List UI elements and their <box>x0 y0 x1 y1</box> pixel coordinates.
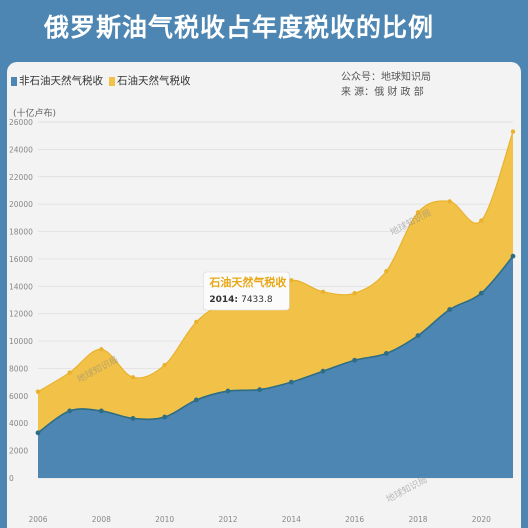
y-tick-label: 22000 <box>9 173 33 182</box>
total-point <box>415 210 421 215</box>
chart-svg: 0 2000 4000 6000 8000 10000 12000 14000 16000 180… <box>9 118 516 524</box>
source-line-2-value: 俄 财 政 部 <box>374 87 424 98</box>
page-title: 俄罗斯油气税收占年度税收的比例 <box>44 13 435 42</box>
x-tick-label: 2012 <box>218 515 237 524</box>
total-point <box>510 129 516 134</box>
y-tick-label: 24000 <box>9 145 33 154</box>
non-oil-point <box>288 379 294 385</box>
x-tick-label: 2008 <box>92 515 111 524</box>
x-tick-label: 2020 <box>472 515 491 524</box>
non-oil-point <box>510 253 516 259</box>
non-oil-point <box>257 387 263 393</box>
x-tick-label: 2006 <box>28 515 47 524</box>
non-oil-area <box>38 256 513 478</box>
legend: 非石油天然气税收 石油天然气税收 <box>11 73 191 88</box>
legend-label-oil: 石油天然气税收 <box>117 75 191 87</box>
total-point <box>320 289 326 294</box>
total-point <box>35 389 41 394</box>
legend-item-non-oil: 非石油天然气税收 <box>11 73 103 88</box>
x-tick-label: 2018 <box>408 515 427 524</box>
non-oil-point <box>478 290 484 296</box>
total-point <box>479 218 484 223</box>
header: 俄罗斯油气税收占年度税收的比例 <box>0 0 528 56</box>
source-line-1: 公众号：地球知识局 <box>341 70 431 85</box>
y-tick-label: 2000 <box>9 447 28 456</box>
source-line-1-value: 地球知识局 <box>381 72 431 83</box>
annotation-year: 2014: <box>209 295 241 305</box>
source-line-2: 来 源：俄 财 政 部 <box>341 85 431 100</box>
non-oil-point <box>415 333 421 338</box>
legend-swatch-oil <box>109 76 115 86</box>
chart-panel: 0 2000 4000 6000 8000 10000 12000 14000 16000 180… <box>7 62 521 528</box>
annotation-title: 石油天然气税收 <box>208 275 286 289</box>
annotation-value: 2014: 7433.8 <box>209 295 273 305</box>
total-point <box>352 290 357 296</box>
non-oil-point <box>130 416 136 421</box>
total-point <box>99 347 104 352</box>
y-tick-label: 20000 <box>9 200 33 209</box>
annotation-box <box>203 271 290 311</box>
y-tick-label: 10000 <box>9 337 33 346</box>
x-tick-label: 2010 <box>155 515 174 524</box>
non-oil-point <box>320 368 326 374</box>
non-oil-point <box>383 351 389 356</box>
y-tick-label: 18000 <box>9 228 33 237</box>
y-tick-label: 4000 <box>9 419 28 428</box>
non-oil-point <box>447 307 453 312</box>
non-oil-point <box>193 397 199 403</box>
total-point <box>289 278 294 283</box>
x-tick-label: 2014 <box>282 515 301 524</box>
non-oil-point <box>67 408 73 414</box>
total-point <box>162 362 167 368</box>
y-tick-label: 26000 <box>9 118 33 127</box>
non-oil-line <box>37 255 514 434</box>
total-point <box>194 319 199 325</box>
y-axis-unit: (十亿卢布) <box>13 109 57 119</box>
x-tick-label: 2016 <box>345 515 364 524</box>
y-tick-label: 6000 <box>9 392 28 401</box>
y-tick-label: 16000 <box>9 255 33 264</box>
source-info: 公众号：地球知识局 来 源：俄 财 政 部 <box>341 70 431 100</box>
y-tick-label: 8000 <box>9 364 28 373</box>
total-point <box>130 375 136 380</box>
y-tick-label: 12000 <box>9 310 33 319</box>
legend-item-oil: 石油天然气税收 <box>109 73 191 88</box>
source-line-2-label: 来 源： <box>341 87 375 98</box>
source-line-1-label: 公众号： <box>341 72 381 83</box>
non-oil-point <box>162 414 168 420</box>
non-oil-point <box>352 357 358 363</box>
non-oil-point <box>98 408 104 414</box>
legend-swatch-non-oil <box>11 76 17 86</box>
non-oil-point <box>225 388 231 394</box>
total-point <box>384 269 389 274</box>
legend-label-non-oil: 非石油天然气税收 <box>19 75 103 87</box>
total-point <box>67 370 72 375</box>
y-tick-label: 14000 <box>9 282 33 291</box>
total-point <box>447 199 452 204</box>
y-tick-label: 0 <box>9 474 14 483</box>
non-oil-point <box>35 430 41 436</box>
